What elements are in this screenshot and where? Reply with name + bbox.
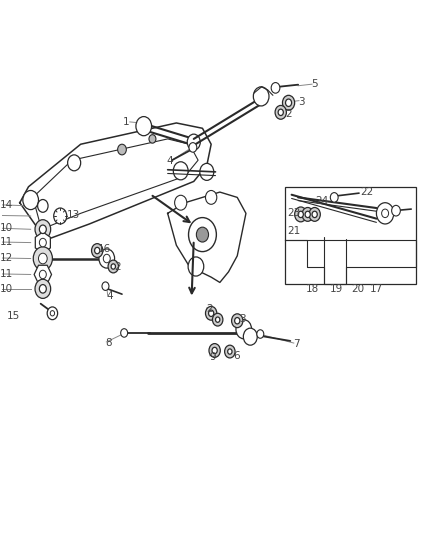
Text: 2: 2 [285, 109, 292, 119]
Circle shape [102, 282, 109, 290]
Text: 15: 15 [7, 311, 20, 321]
Circle shape [99, 249, 115, 268]
Circle shape [111, 264, 116, 269]
Circle shape [232, 314, 243, 328]
Circle shape [200, 164, 214, 180]
Circle shape [103, 254, 110, 263]
Text: 9: 9 [209, 352, 215, 362]
Circle shape [236, 320, 251, 339]
Circle shape [209, 344, 220, 358]
Circle shape [54, 208, 67, 224]
Circle shape [271, 83, 280, 93]
Circle shape [39, 270, 46, 279]
Circle shape [205, 306, 217, 320]
Text: 16: 16 [98, 245, 111, 254]
Circle shape [212, 313, 223, 326]
Circle shape [23, 190, 39, 209]
Circle shape [215, 317, 220, 322]
Text: 23: 23 [287, 208, 300, 219]
Circle shape [298, 211, 304, 217]
Text: 19: 19 [329, 284, 343, 294]
Text: 24: 24 [315, 196, 329, 206]
Circle shape [392, 205, 400, 216]
Circle shape [173, 162, 188, 180]
Circle shape [67, 155, 81, 171]
Text: 17: 17 [370, 284, 383, 294]
Circle shape [228, 349, 232, 354]
Text: 7: 7 [293, 339, 300, 349]
Circle shape [33, 247, 53, 270]
Circle shape [50, 311, 55, 316]
Circle shape [39, 238, 46, 247]
Circle shape [283, 95, 295, 110]
Circle shape [187, 134, 200, 150]
Text: 21: 21 [287, 227, 300, 237]
Text: 10: 10 [0, 284, 13, 294]
Circle shape [39, 253, 47, 264]
Circle shape [188, 217, 216, 252]
Circle shape [39, 225, 46, 233]
Circle shape [295, 207, 307, 222]
Text: 6: 6 [233, 351, 240, 361]
Text: 14: 14 [0, 200, 14, 210]
Circle shape [330, 192, 338, 202]
Circle shape [381, 209, 389, 217]
Circle shape [189, 143, 197, 152]
Polygon shape [34, 265, 52, 284]
Circle shape [136, 117, 152, 136]
Circle shape [196, 227, 208, 242]
Text: 8: 8 [106, 338, 112, 348]
Text: 22: 22 [360, 187, 373, 197]
Circle shape [257, 330, 264, 338]
Circle shape [35, 220, 51, 239]
Text: 12: 12 [0, 253, 14, 263]
Circle shape [286, 99, 292, 107]
Text: 2: 2 [206, 304, 212, 314]
Circle shape [205, 190, 217, 204]
Circle shape [302, 207, 313, 221]
Circle shape [305, 211, 310, 217]
Circle shape [149, 135, 156, 143]
Text: 3: 3 [240, 313, 246, 324]
Circle shape [278, 109, 283, 116]
Circle shape [225, 345, 235, 358]
Text: 13: 13 [67, 211, 80, 221]
Text: 18: 18 [306, 284, 319, 294]
Circle shape [208, 310, 214, 317]
Text: 11: 11 [0, 237, 14, 247]
Circle shape [235, 318, 240, 324]
Circle shape [312, 211, 317, 217]
Circle shape [39, 285, 46, 293]
Circle shape [244, 328, 257, 345]
Text: 4: 4 [166, 156, 173, 166]
Polygon shape [35, 232, 50, 253]
Circle shape [188, 257, 204, 276]
Circle shape [253, 87, 269, 106]
Circle shape [35, 279, 51, 298]
Text: 20: 20 [351, 284, 364, 294]
Text: 3: 3 [298, 96, 305, 107]
Circle shape [38, 199, 48, 212]
Circle shape [212, 348, 217, 354]
Text: 5: 5 [311, 79, 318, 89]
Circle shape [92, 244, 103, 257]
Circle shape [47, 307, 58, 320]
Text: 10: 10 [0, 223, 13, 233]
Circle shape [121, 329, 127, 337]
Circle shape [309, 207, 320, 221]
Text: 1: 1 [123, 117, 129, 127]
Circle shape [175, 195, 187, 210]
Circle shape [376, 203, 394, 224]
Circle shape [118, 144, 126, 155]
Text: 4: 4 [107, 291, 113, 301]
Circle shape [275, 106, 286, 119]
Circle shape [95, 247, 100, 254]
Circle shape [108, 260, 119, 273]
Text: 2: 2 [115, 262, 121, 271]
Polygon shape [285, 187, 416, 284]
Text: 11: 11 [0, 269, 14, 279]
